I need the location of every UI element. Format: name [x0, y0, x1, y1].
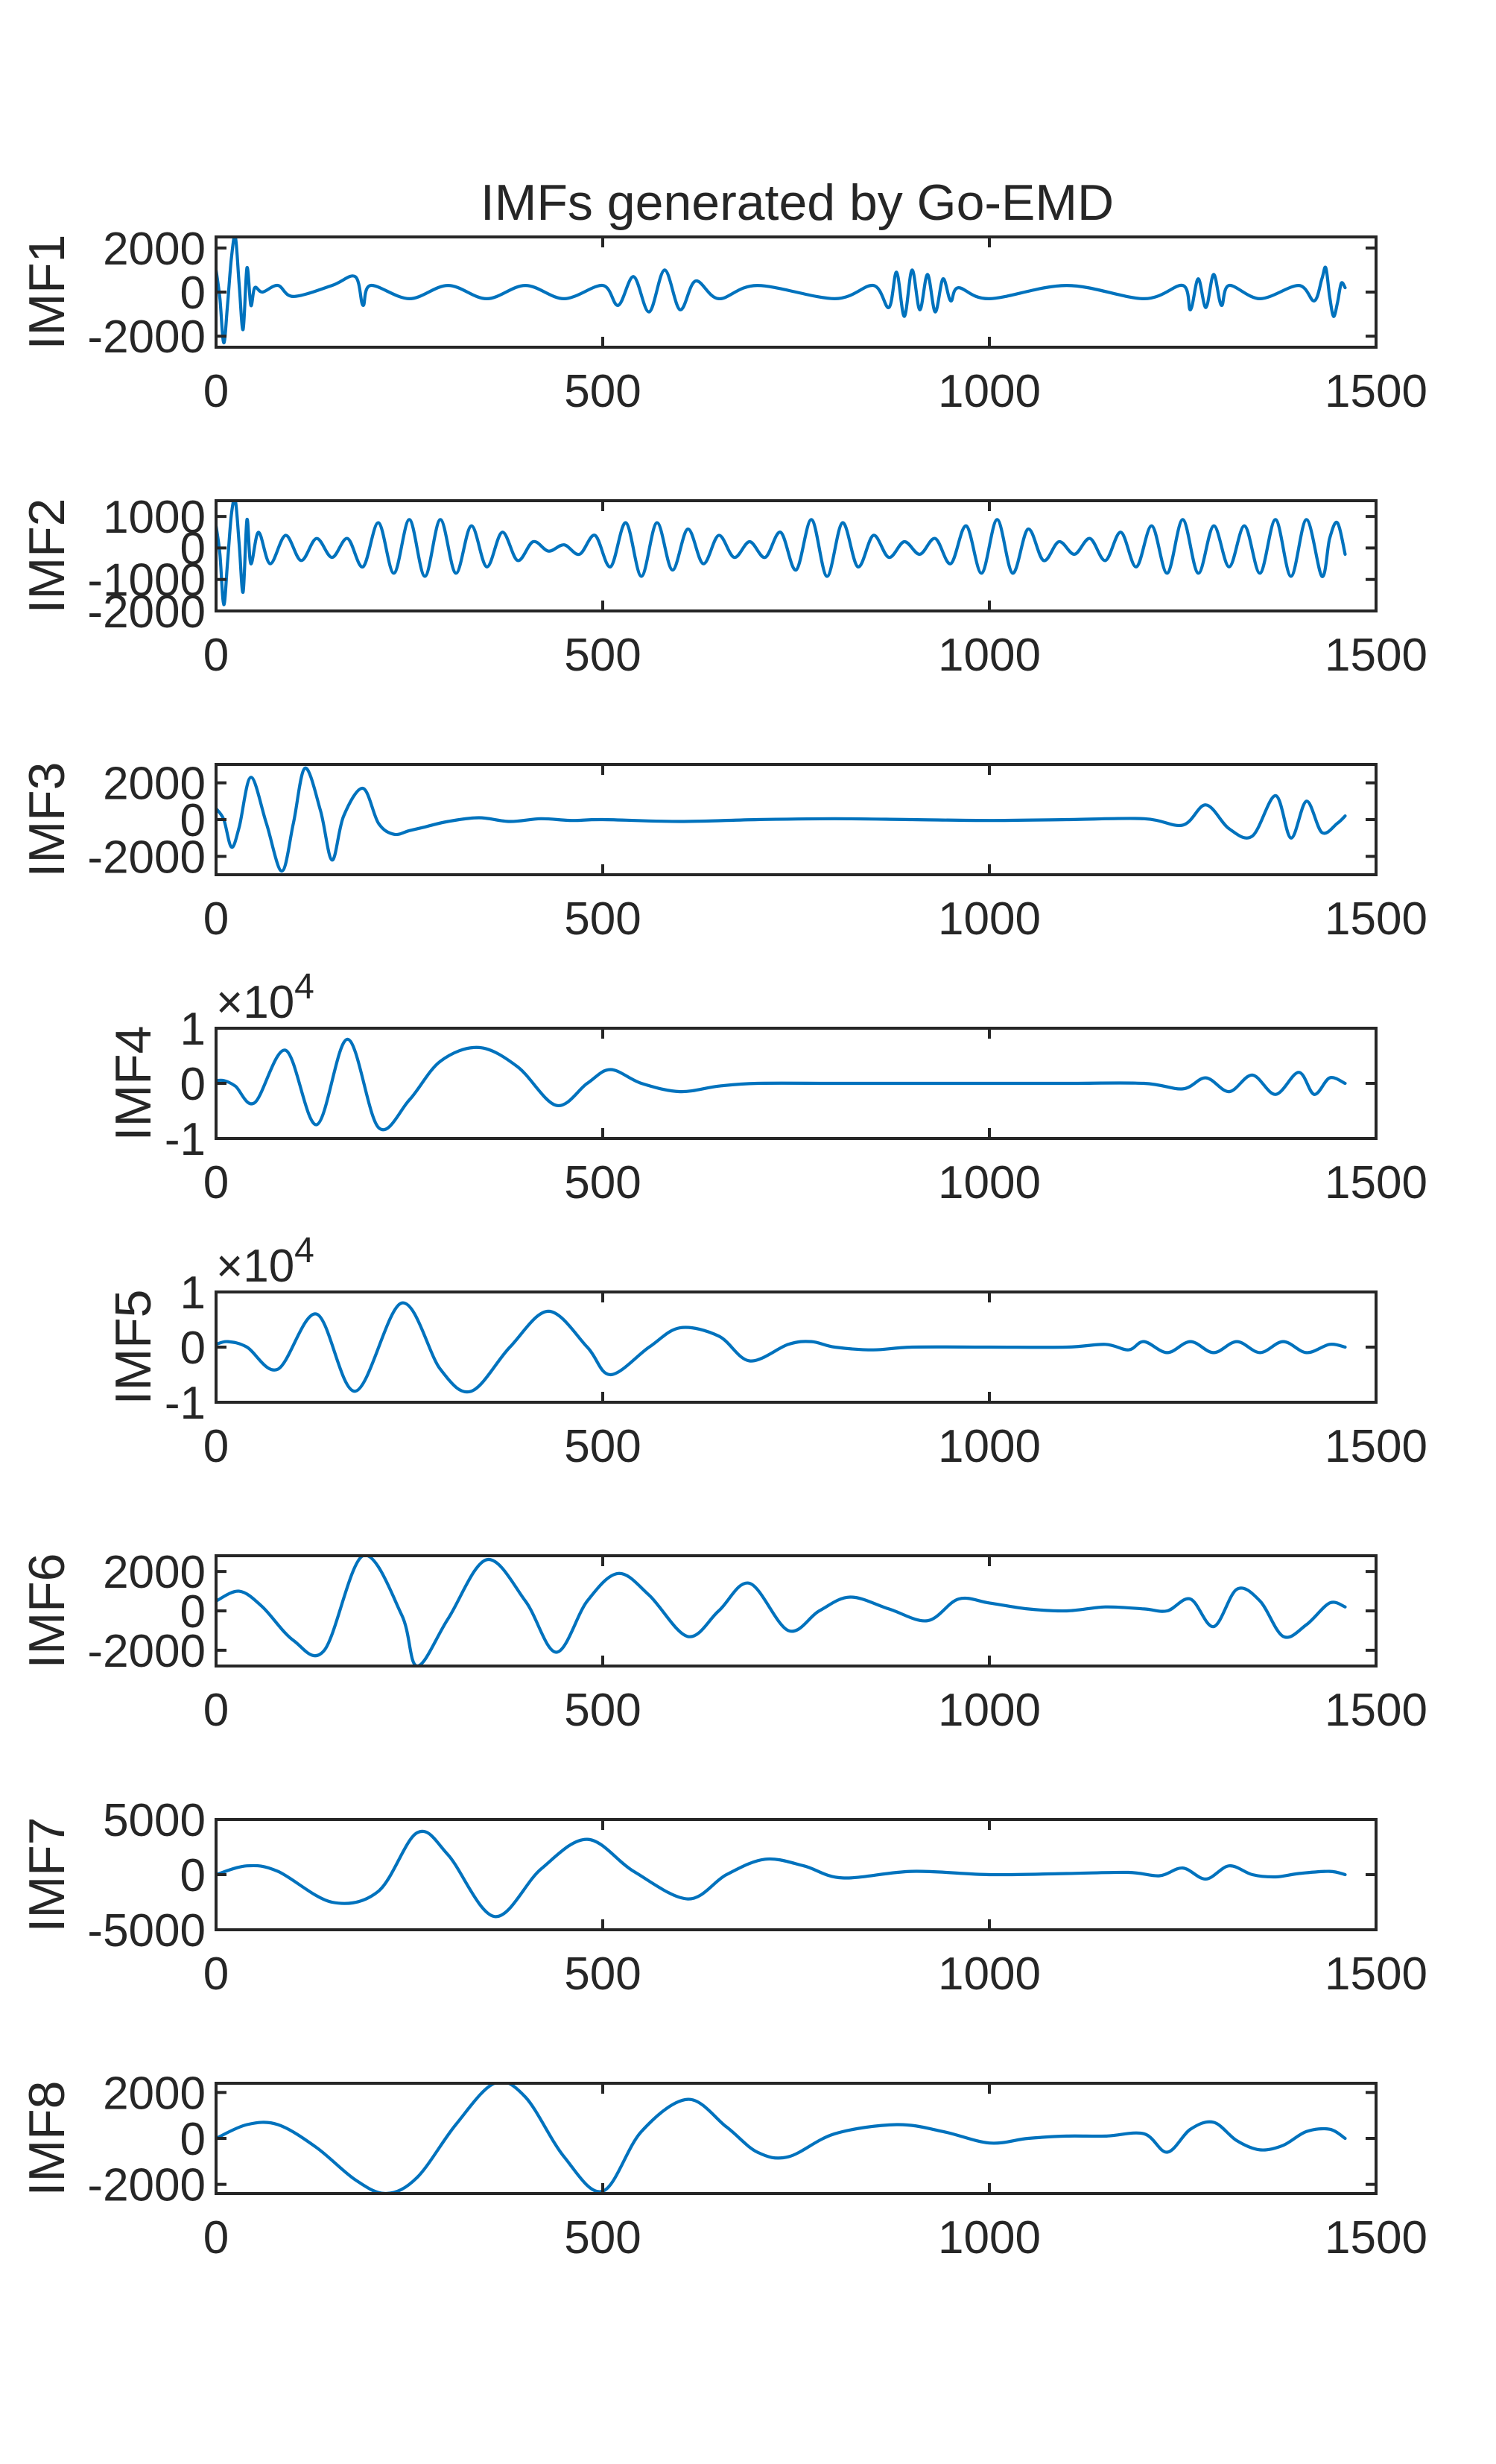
y-tick-label: 0 — [180, 795, 206, 846]
x-tick-label: 500 — [564, 1421, 641, 1472]
imf-4-series-line — [216, 1037, 1347, 1132]
x-tick-label: 0 — [203, 1157, 229, 1209]
y-axis-label: IMF1 — [19, 235, 75, 350]
y-tick-label: 0 — [180, 267, 206, 319]
x-tick-label: 0 — [203, 893, 229, 945]
x-tick-label: 1000 — [938, 893, 1041, 945]
y-tick-label: -1 — [165, 1378, 206, 1429]
y-tick-label: -2000 — [87, 1626, 206, 1677]
x-tick-label: 0 — [203, 2212, 229, 2264]
y-tick-label: 5000 — [103, 1795, 206, 1846]
imf-8-series-line — [216, 2083, 1347, 2194]
y-tick-label: 0 — [180, 1850, 206, 1901]
x-tick-label: 1500 — [1325, 2212, 1427, 2264]
figure-title: IMFs generated by Go-EMD — [481, 174, 1114, 231]
x-tick-label: 0 — [203, 1948, 229, 2000]
x-tick-label: 1500 — [1325, 1948, 1427, 2000]
y-axis-label: IMF7 — [19, 1817, 75, 1933]
y-tick-label: -2000 — [87, 2160, 206, 2211]
imf-7-series-line — [216, 1829, 1347, 1919]
y-tick-label: -2000 — [87, 586, 206, 638]
imf-1-series-line — [216, 237, 1347, 345]
x-tick-label: 1500 — [1325, 1685, 1427, 1736]
x-tick-label: 1500 — [1325, 1421, 1427, 1472]
y-tick-label: 0 — [180, 2114, 206, 2165]
x-tick-label: 1500 — [1325, 366, 1427, 417]
x-tick-label: 500 — [564, 2212, 641, 2264]
y-tick-label: 0 — [180, 523, 206, 574]
x-tick-label: 500 — [564, 893, 641, 945]
y-axis-label: IMF4 — [105, 1026, 162, 1141]
x-tick-label: 500 — [564, 630, 641, 681]
x-tick-label: 1000 — [938, 1948, 1041, 2000]
imf-5-series-line — [216, 1301, 1347, 1394]
y-tick-label: 2000 — [103, 224, 206, 275]
y-axis-label: IMF8 — [19, 2081, 75, 2197]
x-tick-label: 0 — [203, 1421, 229, 1472]
imf-6-series-line — [216, 1556, 1347, 1666]
y-tick-label: 2000 — [103, 758, 206, 810]
y-axis-label: IMF5 — [105, 1290, 162, 1405]
x-tick-label: 1500 — [1325, 893, 1427, 945]
y-tick-label: -1 — [165, 1114, 206, 1165]
y-tick-label: 0 — [180, 1586, 206, 1638]
x-tick-label: 500 — [564, 1948, 641, 2000]
y-axis-label: IMF2 — [19, 498, 75, 614]
y-tick-label: 0 — [180, 1059, 206, 1110]
x-tick-label: 500 — [564, 1685, 641, 1736]
y-tick-label: 2000 — [103, 2068, 206, 2119]
y-tick-label: 0 — [180, 1323, 206, 1374]
x-tick-label: 1000 — [938, 1157, 1041, 1209]
x-tick-label: 1000 — [938, 2212, 1041, 2264]
y-axis-label: IMF6 — [19, 1554, 75, 1669]
x-tick-label: 1000 — [938, 1685, 1041, 1736]
imf-3-series-line — [216, 766, 1347, 873]
y-tick-label: 1 — [180, 1267, 206, 1319]
y-tick-label: -2000 — [87, 311, 206, 363]
imf-2-series-line — [216, 501, 1347, 607]
y-tick-label: 1 — [180, 1004, 206, 1055]
y-tick-label: -2000 — [87, 832, 206, 883]
y-tick-label: -5000 — [87, 1905, 206, 1957]
x-tick-label: 1000 — [938, 1421, 1041, 1472]
x-tick-label: 0 — [203, 366, 229, 417]
x-tick-label: 0 — [203, 630, 229, 681]
x-tick-label: 1000 — [938, 366, 1041, 417]
y-tick-label: 1000 — [103, 492, 206, 543]
y-tick-label: -1000 — [87, 555, 206, 607]
y-axis-label: IMF3 — [19, 762, 75, 878]
x-tick-label: 1500 — [1325, 630, 1427, 681]
y-axis-exponent: ×104 — [216, 967, 314, 1028]
y-axis-exponent: ×104 — [216, 1231, 314, 1292]
x-tick-label: 500 — [564, 1157, 641, 1209]
x-tick-label: 500 — [564, 366, 641, 417]
axes-box — [215, 499, 1378, 612]
x-tick-label: 1500 — [1325, 1157, 1427, 1209]
x-tick-label: 0 — [203, 1685, 229, 1736]
x-tick-label: 1000 — [938, 630, 1041, 681]
y-tick-label: 2000 — [103, 1547, 206, 1598]
